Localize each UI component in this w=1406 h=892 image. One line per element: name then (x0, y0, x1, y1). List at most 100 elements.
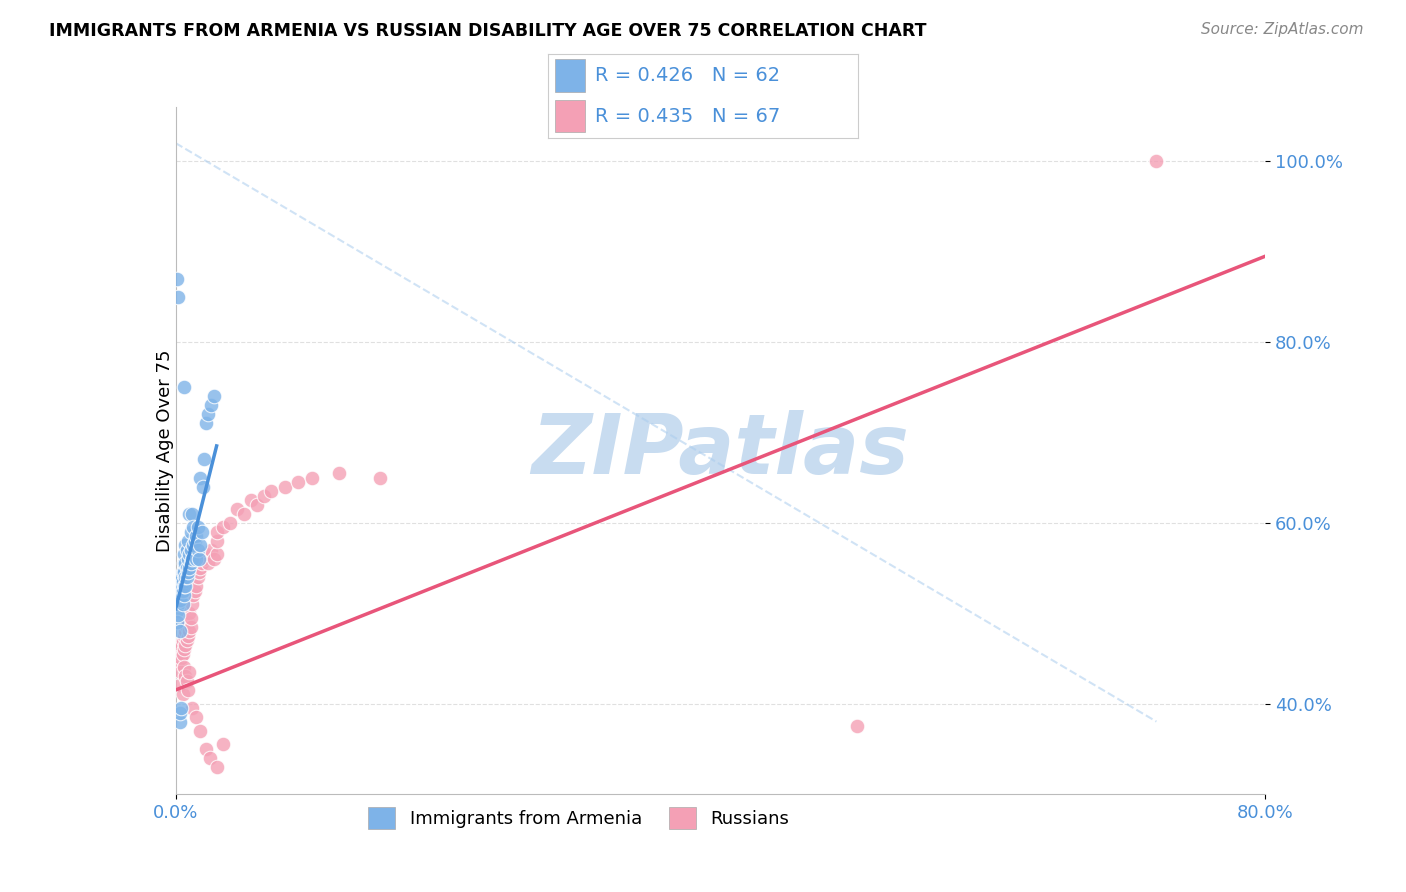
Point (205, 548, 228, 562)
Point (173, 557, 195, 571)
Point (179, 548, 201, 562)
Point (174, 557, 197, 571)
Point (176, 570, 198, 584)
Point (188, 470, 211, 484)
Point (177, 566, 200, 580)
Point (177, 552, 200, 566)
Point (179, 561, 201, 575)
Point (180, 557, 202, 571)
Point (197, 407, 219, 421)
Point (181, 701, 204, 715)
Point (166, 271, 188, 285)
Point (219, 516, 242, 530)
Point (181, 507, 204, 521)
Point (172, 647, 194, 661)
Point (176, 673, 198, 688)
Text: R = 0.426   N = 62: R = 0.426 N = 62 (595, 66, 780, 85)
Point (166, 615, 188, 630)
Point (179, 507, 201, 521)
Point (170, 651, 193, 665)
Point (169, 592, 191, 607)
FancyBboxPatch shape (554, 100, 585, 132)
Point (173, 629, 195, 643)
Point (202, 389, 225, 403)
Point (845, 719, 868, 733)
Point (169, 678, 191, 692)
Point (179, 624, 201, 639)
Point (181, 552, 204, 566)
Point (194, 548, 217, 562)
Point (176, 542, 198, 557)
Point (179, 665, 201, 679)
Point (186, 710, 208, 724)
Point (181, 597, 204, 611)
Point (194, 741, 217, 756)
Point (239, 493, 262, 508)
Point (169, 647, 191, 661)
Point (179, 606, 201, 620)
Point (212, 737, 235, 751)
Point (260, 484, 283, 499)
Point (184, 583, 207, 598)
Point (170, 665, 193, 679)
Y-axis label: Disability Age Over 75: Disability Age Over 75 (156, 349, 173, 552)
Point (194, 417, 217, 431)
Point (177, 682, 200, 697)
Point (174, 638, 197, 652)
Point (368, 470, 391, 484)
Point (170, 638, 193, 652)
Point (177, 615, 200, 630)
Point (186, 542, 209, 557)
Point (197, 557, 219, 571)
Point (205, 760, 228, 774)
Point (246, 498, 269, 512)
Point (172, 688, 194, 702)
Point (174, 570, 197, 584)
Point (180, 524, 202, 539)
Point (205, 533, 228, 548)
Point (180, 542, 202, 557)
Point (186, 570, 209, 584)
Point (187, 552, 209, 566)
Point (170, 588, 193, 602)
Legend: Immigrants from Armenia, Russians: Immigrants from Armenia, Russians (361, 800, 797, 837)
Point (183, 520, 205, 534)
Point (169, 714, 191, 729)
Point (328, 466, 350, 480)
Point (205, 524, 228, 539)
Point (167, 597, 190, 611)
Point (186, 579, 208, 593)
FancyBboxPatch shape (554, 60, 585, 92)
Point (176, 620, 198, 634)
Point (167, 588, 190, 602)
Point (173, 579, 195, 593)
Point (186, 529, 208, 543)
Point (180, 610, 202, 624)
Point (200, 542, 222, 557)
Point (193, 452, 215, 467)
Point (172, 583, 194, 598)
Point (173, 548, 195, 562)
Text: Source: ZipAtlas.com: Source: ZipAtlas.com (1201, 22, 1364, 37)
Text: ZIPatlas: ZIPatlas (531, 410, 910, 491)
Point (174, 538, 197, 552)
Point (186, 520, 209, 534)
Point (188, 723, 211, 738)
Point (170, 570, 193, 584)
Point (173, 566, 195, 580)
Point (188, 561, 211, 575)
Point (169, 656, 191, 670)
Point (173, 642, 195, 657)
Point (167, 642, 190, 657)
Point (170, 701, 193, 715)
Point (190, 557, 212, 571)
Text: IMMIGRANTS FROM ARMENIA VS RUSSIAN DISABILITY AGE OVER 75 CORRELATION CHART: IMMIGRANTS FROM ARMENIA VS RUSSIAN DISAB… (49, 22, 927, 40)
Text: R = 0.435   N = 67: R = 0.435 N = 67 (595, 107, 780, 126)
Point (232, 507, 254, 521)
Point (169, 583, 191, 598)
Point (172, 633, 194, 648)
Point (226, 502, 249, 516)
Point (187, 566, 209, 580)
Point (176, 561, 198, 575)
Point (190, 524, 212, 539)
